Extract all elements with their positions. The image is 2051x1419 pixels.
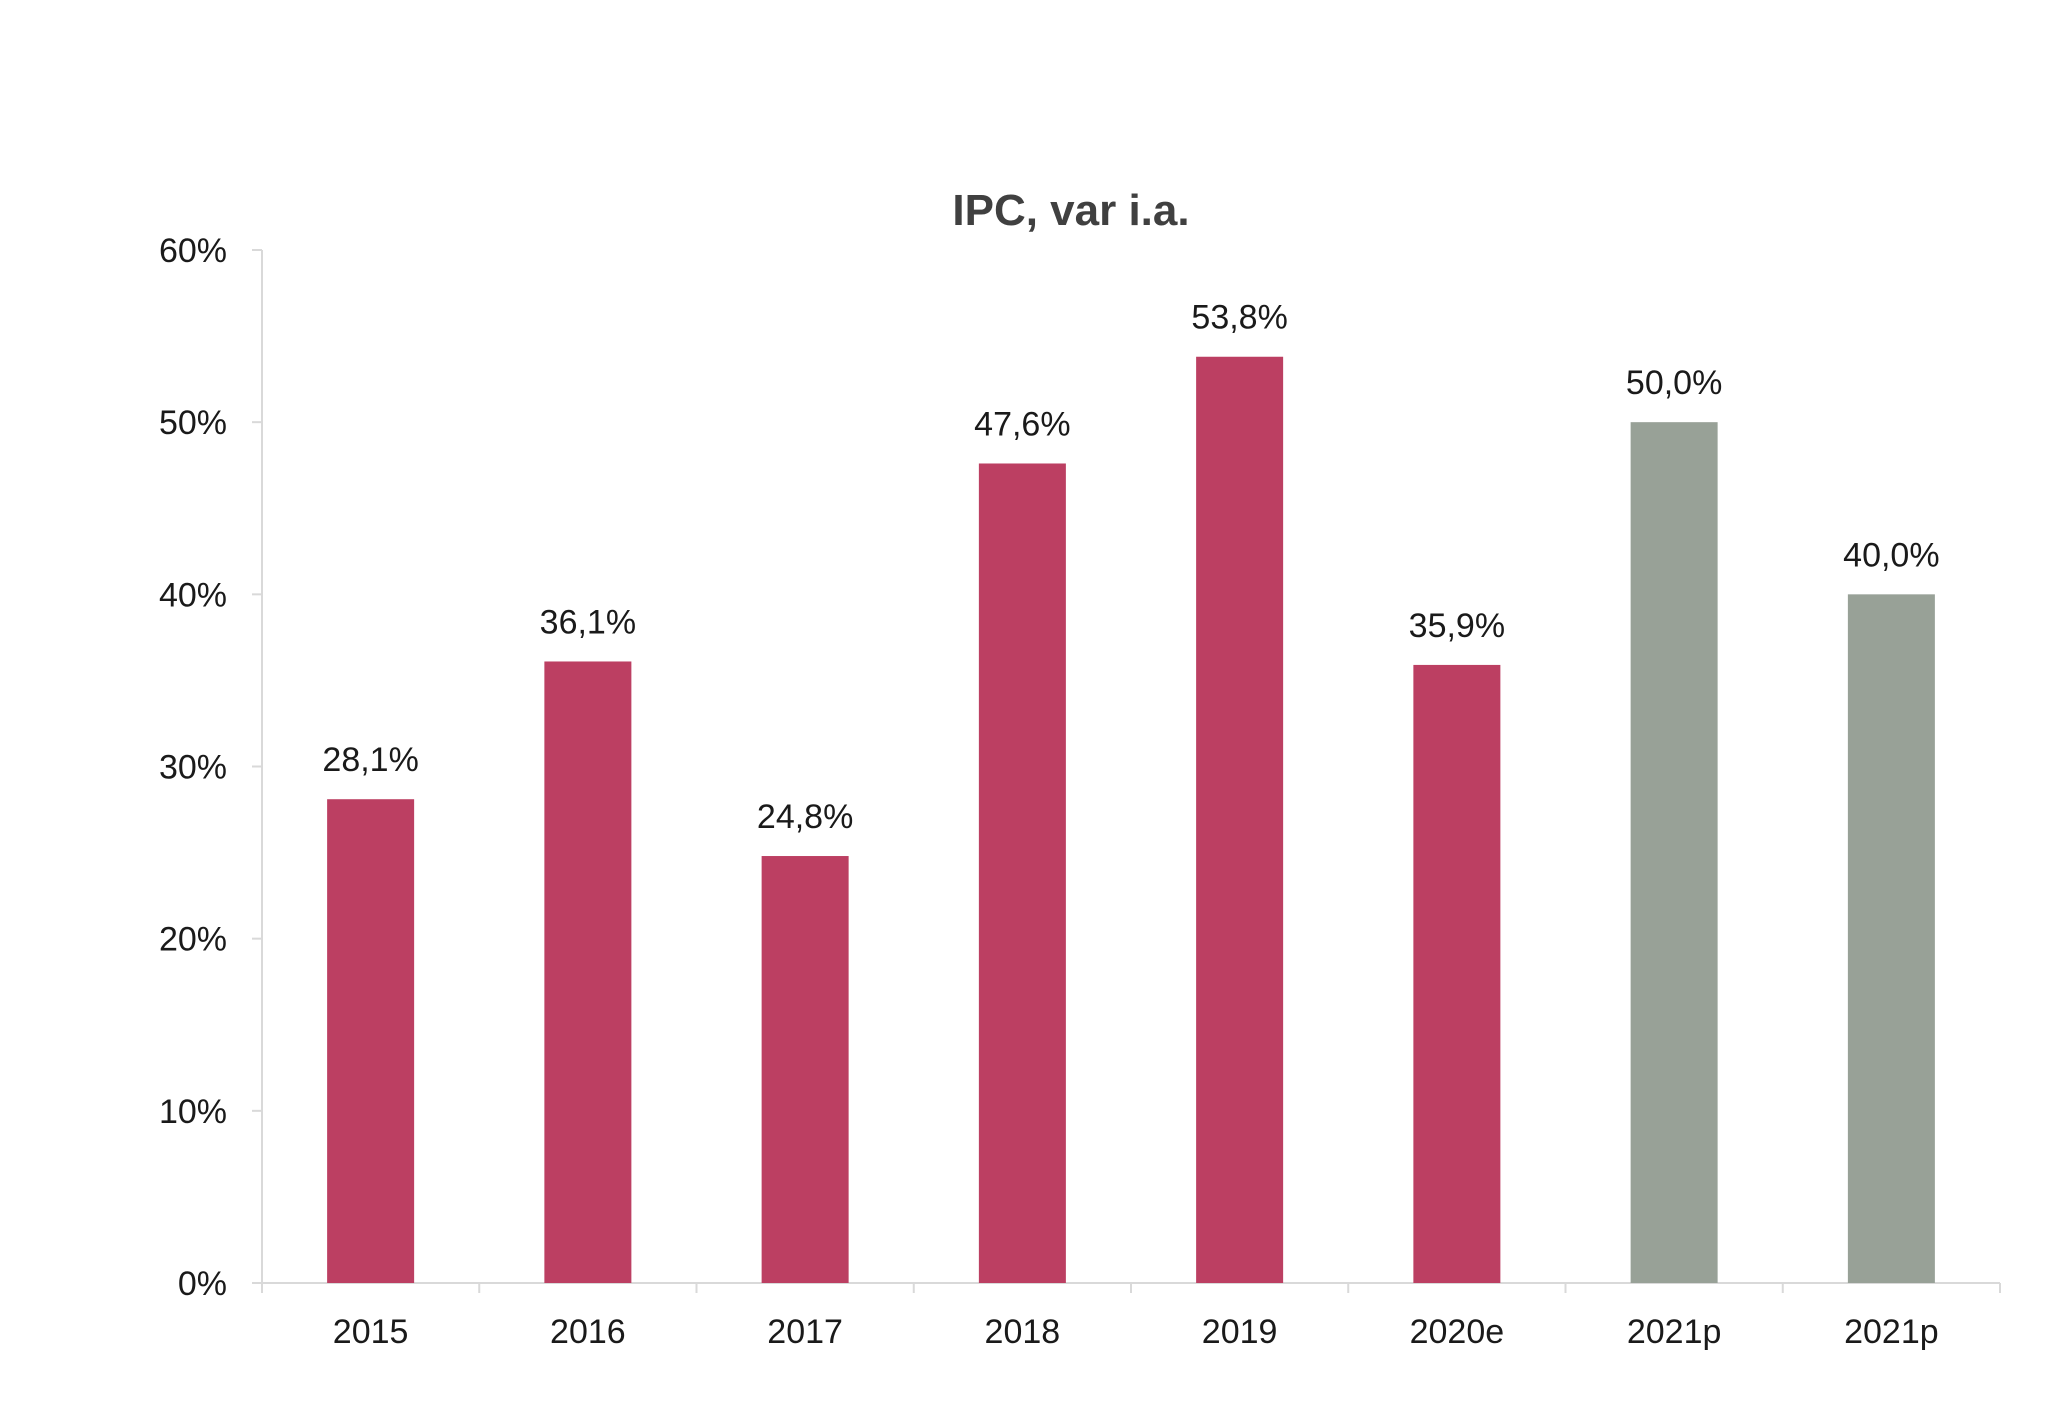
x-tick-label: 2021p — [1627, 1313, 1722, 1351]
bar — [327, 799, 415, 1283]
bar — [544, 661, 632, 1283]
y-tick-label: 0% — [178, 1265, 227, 1303]
bars-group — [327, 356, 1935, 1284]
bar — [1847, 594, 1935, 1283]
y-tick-label: 50% — [159, 404, 227, 442]
y-tick-label: 20% — [159, 921, 227, 959]
data-labels-group: 28,1% 36,1% 24,8% 47,6% 53,8% 35,9% 50,0% 40,0% — [322, 299, 1939, 836]
x-tick-label: 2018 — [985, 1313, 1061, 1351]
data-label: 50,0% — [1626, 364, 1722, 402]
x-tick-label: 2016 — [550, 1313, 626, 1351]
data-label: 35,9% — [1409, 607, 1505, 645]
x-tick-label: 2019 — [1202, 1313, 1278, 1351]
x-axis: 2015 2016 2017 2018 2019 2020e 2021p 2021p — [261, 1282, 2001, 1351]
y-axis: 0% 10% 20% 30% 40% 50% 60% — [159, 232, 263, 1303]
y-tick-label: 10% — [159, 1093, 227, 1131]
data-label: 53,8% — [1191, 299, 1287, 337]
bar — [1196, 356, 1284, 1283]
y-tick-label: 40% — [159, 576, 227, 614]
chart-title: IPC, var i.a. — [952, 186, 1189, 235]
x-tick-label: 2017 — [767, 1313, 843, 1351]
data-label: 40,0% — [1843, 536, 1939, 574]
data-label: 36,1% — [540, 603, 636, 641]
y-tick-label: 60% — [159, 232, 227, 270]
x-tick-label: 2021p — [1844, 1313, 1939, 1351]
x-tick-label: 2015 — [333, 1313, 409, 1351]
x-tick-label: 2020e — [1410, 1313, 1505, 1351]
bar — [978, 463, 1066, 1283]
data-label: 24,8% — [757, 798, 853, 836]
y-tick-label: 30% — [159, 749, 227, 787]
bar — [1413, 664, 1501, 1283]
bar — [1630, 422, 1718, 1284]
data-label: 47,6% — [974, 405, 1070, 443]
data-label: 28,1% — [322, 741, 418, 779]
bar — [761, 856, 849, 1283]
